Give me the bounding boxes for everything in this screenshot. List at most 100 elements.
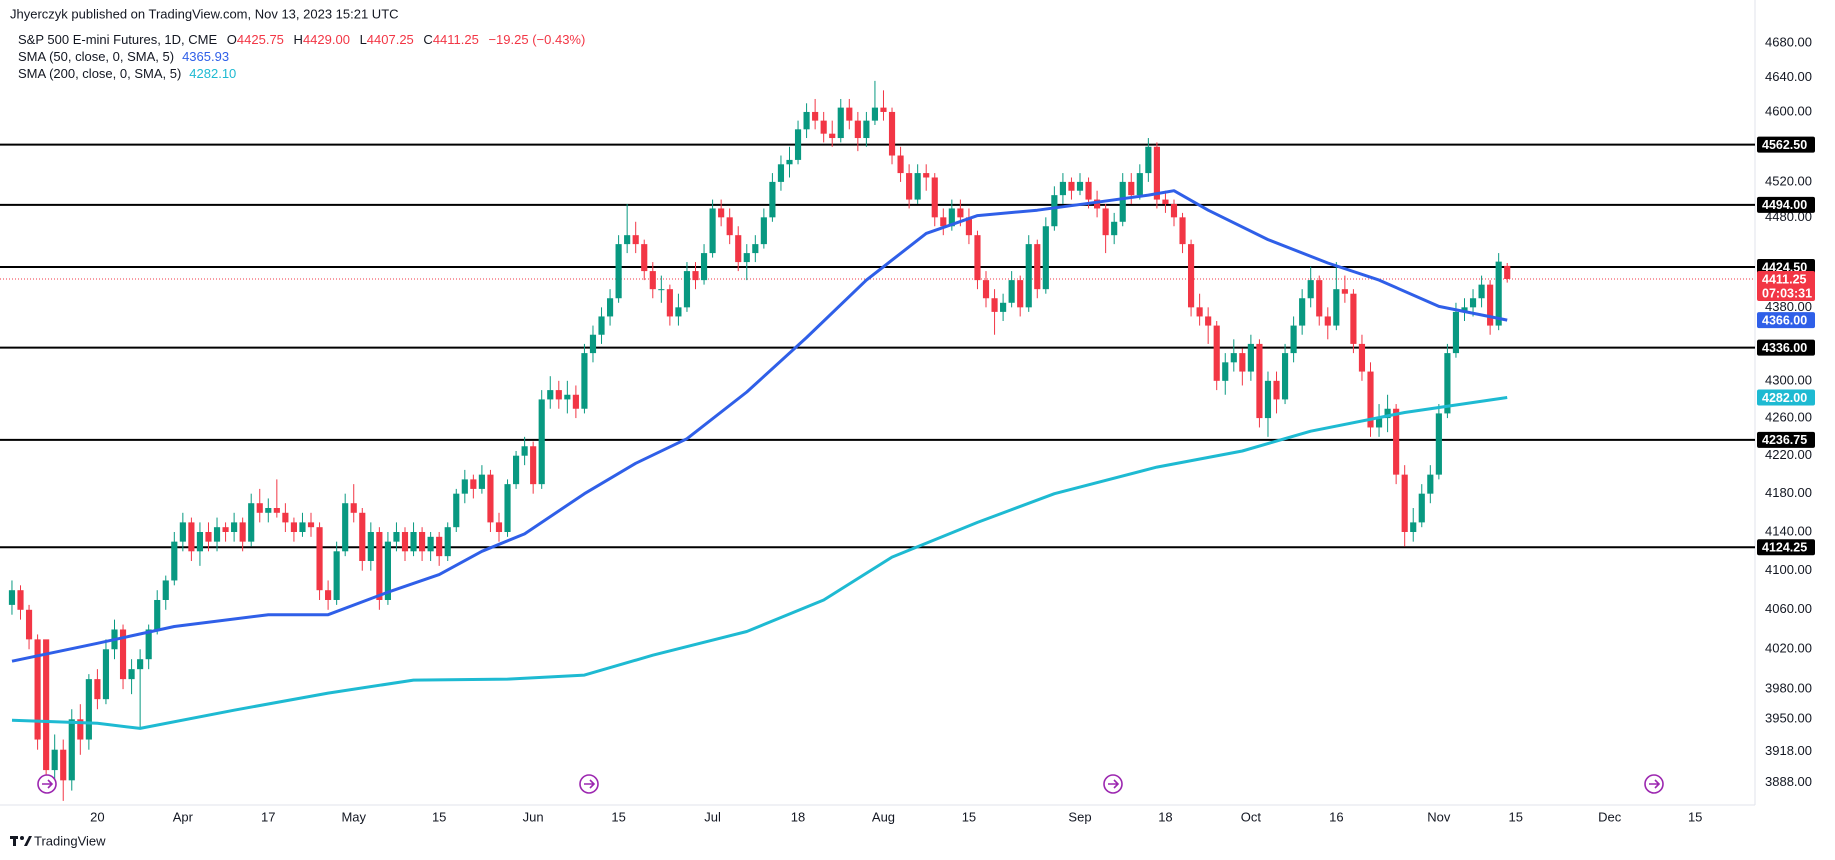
candle-body [888,111,896,156]
candle-body [581,353,588,409]
candle-body [683,271,691,308]
x-tick-label: 18 [791,809,805,824]
sma-axis-label: 4366.00 [1762,313,1807,327]
candle-body [1230,353,1237,363]
ohlc-value: 4411.25 [433,32,479,47]
candle-body [1410,522,1417,533]
y-tick-label: 3950.00 [1765,711,1812,726]
candle-body [760,217,767,245]
logo-part [24,836,32,846]
candle-body [1025,244,1032,308]
last-price-label: 4411.25 [1762,272,1807,286]
candle-body [820,120,827,134]
y-tick-label: 3918.00 [1765,743,1812,758]
candle-body [1017,280,1024,308]
level-label: 4336.00 [1762,341,1807,355]
plot-area [0,80,1755,801]
candle-body [1341,289,1348,294]
candle-body [931,177,938,218]
legend-value: 4365.93 [182,49,229,64]
x-tick-label: Oct [1241,809,1262,824]
candle-body [51,749,58,771]
symbol: S&P 500 E-mini Futures, 1D, CME [18,32,217,47]
candle-body [179,522,186,542]
candle-body [709,208,716,254]
candle-body [615,244,622,299]
candle-body [675,307,682,317]
candle-body [393,532,400,542]
candle-body [1059,181,1066,196]
candle-body [8,590,16,605]
symbol-legend: S&P 500 E-mini Futures, 1D, CME O4425.75… [18,32,585,47]
x-tick-label: 17 [261,809,275,824]
level-label-bg [1757,136,1815,153]
candle-body [367,532,374,561]
candle-body [1299,298,1306,326]
candle-body [547,390,554,400]
candle-body [384,541,391,600]
candle-body [991,298,998,312]
candle-body [213,527,221,542]
candle-body [1119,181,1126,222]
candle-body [1469,298,1477,308]
candle-body [1076,181,1084,191]
candle-body [940,217,947,227]
event-icon[interactable] [1644,774,1664,794]
brand: TradingView [34,833,106,848]
candle-body [1094,199,1101,209]
event-icon[interactable] [37,774,57,794]
candle-body [68,719,75,781]
candle-body [1435,413,1442,475]
event-icon[interactable] [1103,774,1123,794]
candle-body [632,235,639,245]
candle-body [1333,289,1340,326]
event-icons [37,774,1664,794]
candle-body [957,208,964,218]
sma-legend: SMA (200, close, 0, SMA, 5) 4282.10 [18,66,236,81]
candle-body [299,522,306,533]
candle-body [1145,146,1152,174]
legend-name: SMA (50, close, 0, SMA, 5) [18,49,174,64]
candle-body [1111,221,1118,236]
event-icon[interactable] [579,774,599,794]
candle-body [282,512,289,523]
candle-body [43,639,50,771]
last-price-bg [1757,270,1815,301]
candle-body [410,532,417,552]
y-tick-label: 4180.00 [1765,485,1812,500]
x-tick-label: 15 [1509,809,1523,824]
candle-body [692,271,699,281]
candle-body [1008,280,1015,303]
candle-body [444,527,451,557]
ohlc-value: 4407.25 [367,32,414,47]
candle-body [965,217,972,236]
candle-body [1162,199,1169,205]
y-tick-label: 4060.00 [1765,601,1812,616]
candle-body [1170,204,1178,218]
candle-body [854,120,861,139]
ohlc-value: 4429.00 [303,32,350,47]
candle-body [1239,353,1246,372]
candle-body [1358,343,1366,372]
ohlc-key: C [423,32,432,47]
candle-body [342,503,349,552]
candle-body [205,532,212,542]
x-tick-label: 15 [432,809,446,824]
candle-body [307,522,315,528]
y-tick-label: 4600.00 [1765,103,1812,118]
candle-body [222,527,229,533]
candle-body [752,244,759,254]
candle-body [666,289,673,317]
candle-body [77,719,84,740]
candle-body [1350,293,1357,344]
candle-body [1375,418,1383,428]
candle-body [316,527,323,591]
candle-body [1452,311,1460,354]
candle-body [1000,302,1007,312]
candle-body [34,639,41,740]
candle-body [128,669,135,680]
candle-body [495,522,503,533]
y-tick-label: 4680.00 [1765,35,1812,50]
legend-value: 4282.10 [189,66,236,81]
candle-body [726,217,733,236]
